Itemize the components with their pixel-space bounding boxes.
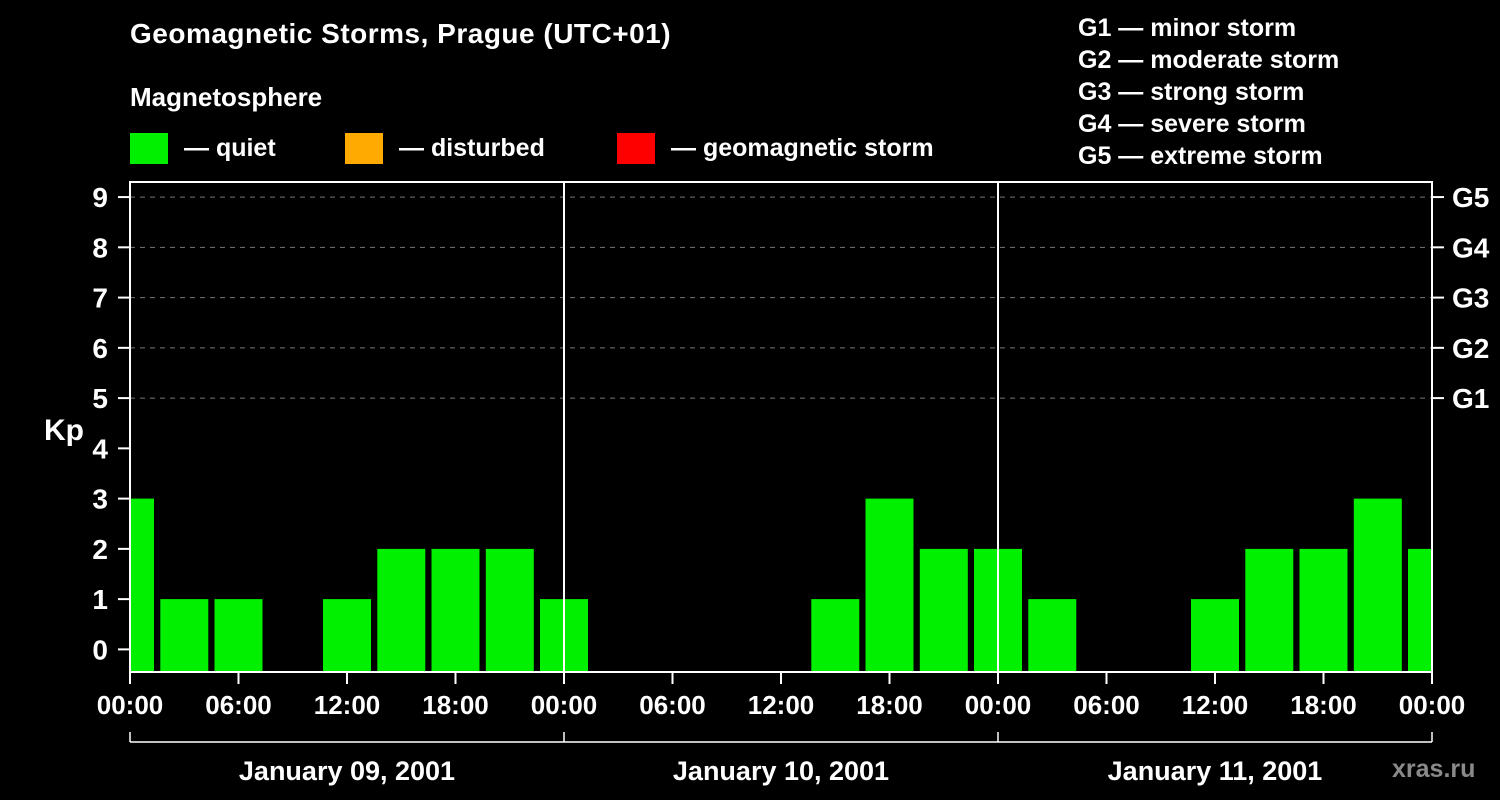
x-tick-label: 18:00 <box>856 690 923 720</box>
g-level-label: G5 <box>1452 182 1489 213</box>
kp-bar <box>431 548 480 672</box>
kp-bar <box>1353 498 1402 672</box>
x-tick-label: 00:00 <box>531 690 598 720</box>
kp-bar <box>1191 599 1239 672</box>
day-axis: January 09, 2001 January 10, 2001 January … <box>129 732 1433 786</box>
x-tick-label: 06:00 <box>205 690 272 720</box>
kp-bar <box>160 599 209 672</box>
x-tick-label: 06:00 <box>639 690 706 720</box>
disturbed-label: — disturbed <box>399 133 545 162</box>
kp-bar <box>919 548 968 672</box>
g-level-label: G4 <box>1452 232 1490 263</box>
storm-color-swatch <box>617 132 655 164</box>
x-tick-label: 00:00 <box>97 690 164 720</box>
day-label: January 09, 2001 <box>239 756 455 786</box>
g-level-label: G1 <box>1452 383 1489 414</box>
kp-bar <box>1028 599 1077 672</box>
y-tick-label: 1 <box>92 584 108 615</box>
g-level-label: G3 <box>1452 283 1489 314</box>
y-tick-label: 0 <box>92 634 108 665</box>
y-tick-label: 3 <box>92 484 108 515</box>
x-tick-label: 06:00 <box>1073 690 1140 720</box>
x-tick-label: 00:00 <box>965 690 1032 720</box>
g1-description: G1 — minor storm <box>1078 14 1297 42</box>
kp-bar <box>323 599 371 672</box>
plot-frame <box>129 181 1433 673</box>
x-tick-label: 18:00 <box>422 690 489 720</box>
kp-bar <box>1299 548 1348 672</box>
watermark-xras: xras.ru <box>1392 755 1476 783</box>
g-level-label: G2 <box>1452 333 1489 364</box>
y-axis-title: Kp <box>44 414 84 447</box>
x-tick-label: 18:00 <box>1290 690 1357 720</box>
g5-description: G5 — extreme storm <box>1078 142 1323 170</box>
y-tick-label: 7 <box>92 283 108 314</box>
magnetosphere-heading: Magnetosphere <box>130 82 323 112</box>
right-axis: G1 G2 G3 G4 G5 <box>1432 182 1490 414</box>
day-label: January 11, 2001 <box>1108 756 1323 786</box>
day-separators <box>563 182 999 672</box>
kp-bar <box>1408 548 1432 672</box>
page-title: Geomagnetic Storms, Prague (UTC+01) <box>130 18 672 49</box>
disturbed-color-swatch <box>345 132 383 164</box>
y-axis: 0 1 2 3 4 5 6 7 8 9 <box>92 182 130 665</box>
x-axis: 00:00 06:00 12:00 18:00 00:00 06:00 12:00 18:00… <box>97 672 1466 720</box>
kp-bars <box>130 498 1432 672</box>
x-tick-label: 12:00 <box>748 690 815 720</box>
legend-item-quiet: — quiet <box>130 131 276 165</box>
storm-scale-legend: G1 — minor storm G2 — moderate storm G3 … <box>1078 12 1339 172</box>
x-tick-label: 12:00 <box>314 690 381 720</box>
kp-bar <box>214 599 263 672</box>
legend-item-geomagnetic-storm: — geomagnetic storm <box>617 131 934 165</box>
y-tick-label: 4 <box>92 433 108 464</box>
day-label: January 10, 2001 <box>673 756 889 786</box>
quiet-color-swatch <box>130 132 168 164</box>
legend-item-disturbed: — disturbed <box>345 131 545 165</box>
y-tick-label: 2 <box>92 534 108 565</box>
storm-label: — geomagnetic storm <box>671 133 934 162</box>
gridlines <box>130 196 1432 399</box>
y-tick-label: 5 <box>92 383 108 414</box>
g3-description: G3 — strong storm <box>1078 78 1305 106</box>
x-tick-label: 12:00 <box>1182 690 1249 720</box>
kp-bar <box>130 498 154 672</box>
y-tick-label: 6 <box>92 333 108 364</box>
kp-bar <box>865 498 914 672</box>
y-tick-label: 9 <box>92 182 108 213</box>
kp-bar <box>1245 548 1294 672</box>
kp-bar <box>811 599 860 672</box>
y-tick-label: 8 <box>92 232 108 263</box>
quiet-label: — quiet <box>184 133 276 162</box>
g2-description: G2 — moderate storm <box>1078 46 1340 74</box>
kp-bar <box>485 548 534 672</box>
x-tick-label: 00:00 <box>1399 690 1466 720</box>
g4-description: G4 — severe storm <box>1078 110 1306 138</box>
kp-bar <box>377 548 426 672</box>
